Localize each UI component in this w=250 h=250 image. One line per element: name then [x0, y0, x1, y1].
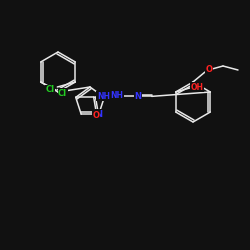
Text: O: O: [92, 111, 99, 120]
Text: N: N: [95, 110, 102, 119]
Text: OH: OH: [190, 82, 203, 92]
Text: Cl: Cl: [58, 88, 67, 98]
Text: NH: NH: [110, 91, 123, 100]
Text: Cl: Cl: [46, 86, 55, 94]
Text: NH: NH: [97, 92, 110, 101]
Text: N: N: [134, 92, 141, 101]
Text: O: O: [206, 64, 212, 74]
